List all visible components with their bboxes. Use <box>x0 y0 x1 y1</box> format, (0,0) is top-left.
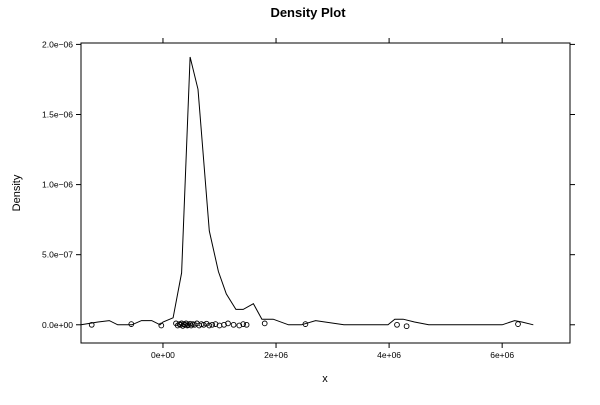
y-tick-label-4: 2.0e−06 <box>42 39 73 49</box>
rug-points <box>88 320 521 330</box>
x-axis-label: x <box>322 373 328 385</box>
rug-point-23 <box>206 322 213 329</box>
rug-point-10 <box>182 321 188 328</box>
rug-point-35 <box>394 321 400 328</box>
y-tick-label-3: 1.5e−06 <box>42 109 73 119</box>
y-axis-label: Density <box>11 174 23 211</box>
plot-frame <box>80 42 571 344</box>
rug-point-12 <box>184 322 191 329</box>
y-tick-label-1: 5.0e−07 <box>42 250 73 260</box>
rug-point-34 <box>302 321 309 327</box>
rug-point-29 <box>230 321 237 328</box>
rug-point-37 <box>515 321 521 327</box>
rug-point-36 <box>403 323 410 330</box>
rug-point-32 <box>243 321 250 328</box>
ticks-layer: 0e+00 2e+06 4e+06 6e+06 0.0e+00 5.0e−07 1.0e−0… <box>42 38 575 360</box>
rug-point-15 <box>188 322 195 329</box>
rug-point-22 <box>203 320 210 327</box>
rug-point-31 <box>240 321 247 327</box>
density-line <box>80 56 534 326</box>
x-tick-label-3: 6e+06 <box>490 350 514 360</box>
x-tick-label-1: 2e+06 <box>264 350 288 360</box>
x-tick-label-2: 4e+06 <box>377 350 401 360</box>
rug-point-24 <box>209 321 216 328</box>
rug-point-28 <box>225 320 231 327</box>
y-tick-label-0: 0.0e+00 <box>42 320 73 330</box>
rug-point-30 <box>236 322 243 329</box>
y-tick-label-2: 1.0e−06 <box>42 180 73 190</box>
chart-title: Density Plot <box>270 5 346 20</box>
x-tick-label-0: 0e+00 <box>151 350 175 360</box>
rug-point-0 <box>88 321 95 328</box>
rug-point-1 <box>128 321 135 327</box>
rug-point-33 <box>261 320 268 327</box>
rug-point-21 <box>200 321 207 328</box>
rug-point-2 <box>158 322 165 329</box>
